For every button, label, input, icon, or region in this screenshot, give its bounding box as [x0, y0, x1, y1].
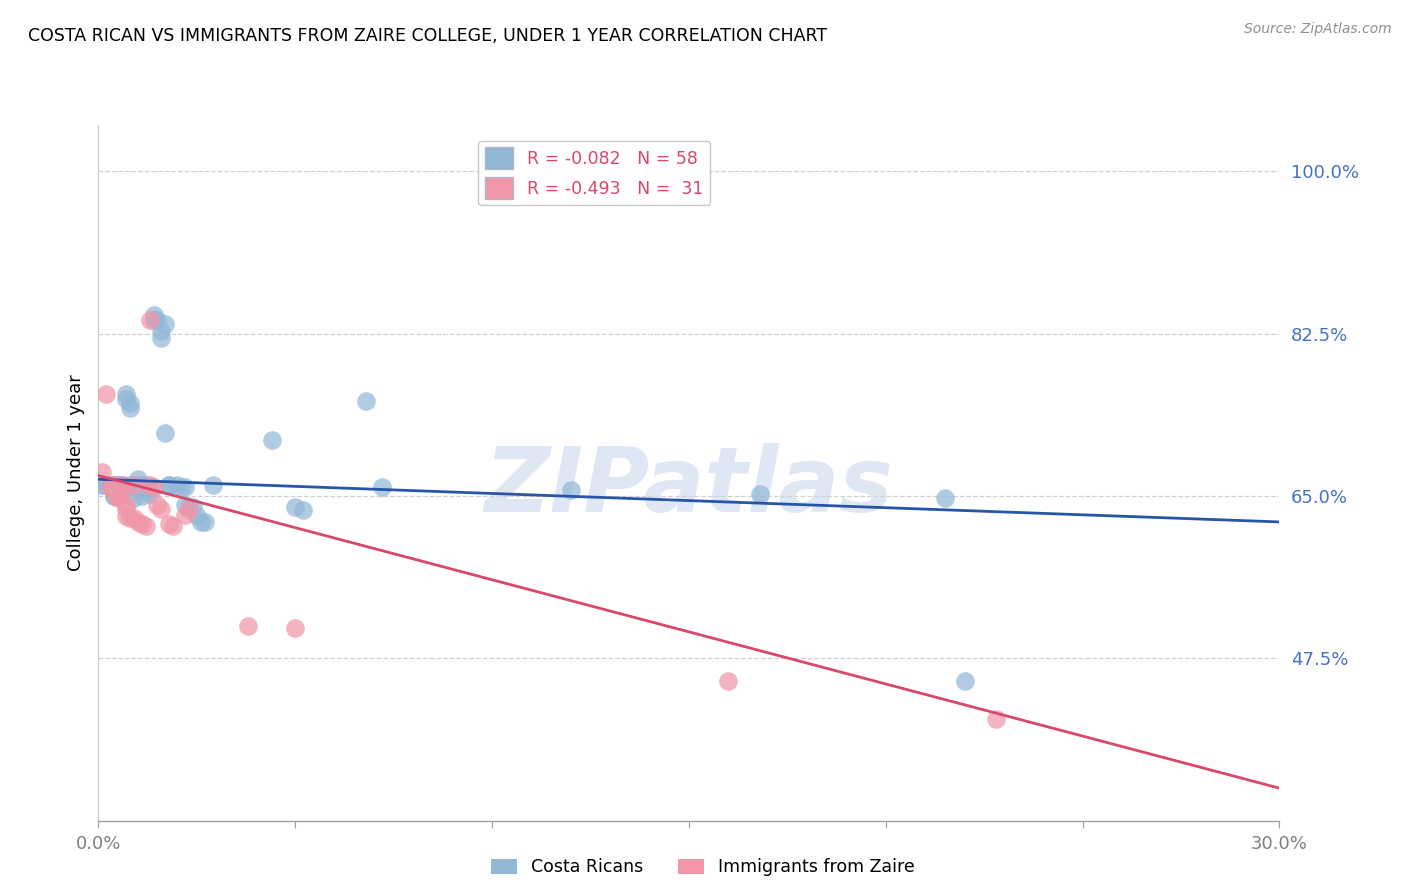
Point	[107, 491, 129, 505]
Point	[748, 487, 770, 501]
Point	[96, 478, 118, 492]
Point	[131, 516, 153, 531]
Point	[953, 674, 976, 689]
Point	[177, 500, 200, 514]
Point	[107, 478, 129, 492]
Point	[127, 515, 149, 529]
Point	[118, 478, 141, 492]
Point	[103, 478, 125, 492]
Point	[96, 387, 118, 401]
Point	[984, 712, 1007, 726]
Point	[157, 478, 180, 492]
Point	[371, 480, 394, 494]
Point	[146, 312, 169, 326]
Point	[354, 394, 377, 409]
Point	[98, 480, 121, 494]
Point	[146, 498, 169, 512]
Point	[284, 621, 307, 635]
Point	[201, 478, 224, 492]
Point	[115, 392, 138, 406]
Point	[142, 480, 165, 494]
Text: ZIPatlas: ZIPatlas	[485, 442, 893, 531]
Point	[103, 489, 125, 503]
Point	[157, 478, 180, 492]
Point	[127, 472, 149, 486]
Point	[560, 483, 582, 498]
Point	[138, 487, 160, 501]
Point	[142, 312, 165, 326]
Point	[934, 491, 956, 505]
Point	[111, 478, 134, 492]
Point	[115, 498, 138, 512]
Point	[150, 502, 173, 516]
Point	[138, 478, 160, 492]
Point	[236, 619, 259, 633]
Point	[122, 478, 145, 492]
Point	[111, 478, 134, 492]
Point	[122, 478, 145, 492]
Point	[194, 515, 217, 529]
Point	[115, 387, 138, 401]
Point	[142, 308, 165, 322]
Point	[135, 478, 157, 492]
Point	[107, 478, 129, 492]
Point	[186, 509, 208, 524]
Point	[111, 478, 134, 492]
Point	[91, 465, 114, 479]
Point	[122, 491, 145, 505]
Point	[118, 511, 141, 525]
Point	[177, 502, 200, 516]
Point	[138, 482, 160, 496]
Y-axis label: College, Under 1 year: College, Under 1 year	[66, 375, 84, 571]
Legend: Costa Ricans, Immigrants from Zaire: Costa Ricans, Immigrants from Zaire	[484, 852, 922, 883]
Point	[135, 518, 157, 533]
Point	[174, 480, 197, 494]
Point	[131, 489, 153, 503]
Point	[98, 478, 121, 492]
Point	[138, 312, 160, 326]
Point	[174, 498, 197, 512]
Point	[107, 489, 129, 503]
Point	[162, 518, 184, 533]
Point	[292, 503, 315, 517]
Point	[150, 331, 173, 345]
Point	[118, 396, 141, 410]
Point	[157, 516, 180, 531]
Point	[174, 508, 197, 522]
Point	[107, 478, 129, 492]
Point	[155, 318, 177, 332]
Point	[284, 500, 307, 514]
Point	[98, 478, 121, 492]
Point	[103, 478, 125, 492]
Point	[190, 515, 212, 529]
Point	[135, 483, 157, 498]
Point	[181, 500, 204, 514]
Point	[166, 478, 188, 492]
Point	[127, 482, 149, 496]
Point	[170, 480, 193, 494]
Legend: R = -0.082   N = 58, R = -0.493   N =  31: R = -0.082 N = 58, R = -0.493 N = 31	[478, 141, 710, 205]
Point	[118, 401, 141, 415]
Text: Source: ZipAtlas.com: Source: ZipAtlas.com	[1244, 22, 1392, 37]
Point	[115, 509, 138, 524]
Point	[717, 674, 740, 689]
Point	[103, 478, 125, 492]
Point	[122, 511, 145, 525]
Text: COSTA RICAN VS IMMIGRANTS FROM ZAIRE COLLEGE, UNDER 1 YEAR CORRELATION CHART: COSTA RICAN VS IMMIGRANTS FROM ZAIRE COL…	[28, 27, 827, 45]
Point	[111, 485, 134, 500]
Point	[127, 478, 149, 492]
Point	[131, 478, 153, 492]
Point	[260, 434, 283, 448]
Point	[91, 478, 114, 492]
Point	[150, 324, 173, 338]
Point	[115, 502, 138, 516]
Point	[103, 485, 125, 500]
Point	[155, 425, 177, 440]
Point	[111, 483, 134, 498]
Point	[103, 489, 125, 503]
